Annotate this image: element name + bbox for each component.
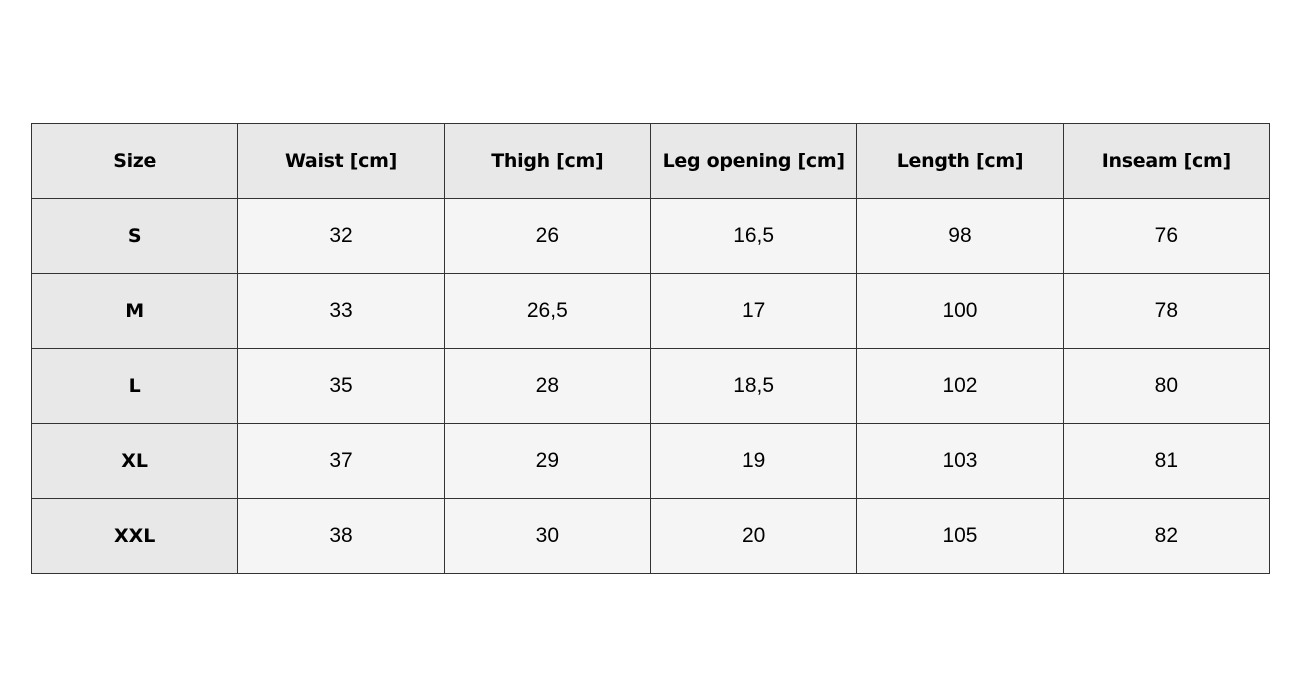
value-cell: 98 xyxy=(856,198,1064,274)
size-cell: S xyxy=(30,198,239,274)
value-cell: 19 xyxy=(649,423,858,499)
size-cell: XXL xyxy=(30,498,239,574)
value-cell: 80 xyxy=(1062,348,1271,424)
header-leg-opening: Leg opening [cm] xyxy=(649,123,858,199)
value-cell: 38 xyxy=(237,498,445,574)
size-cell: L xyxy=(30,348,239,424)
value-cell: 37 xyxy=(237,423,445,499)
table-row: S 32 26 16,5 98 76 xyxy=(30,198,1271,274)
size-cell: XL xyxy=(30,423,239,499)
value-cell: 26,5 xyxy=(443,273,651,349)
value-cell: 81 xyxy=(1062,423,1271,499)
header-size: Size xyxy=(30,123,239,199)
value-cell: 78 xyxy=(1062,273,1271,349)
header-row: Size Waist [cm] Thigh [cm] Leg opening [… xyxy=(30,123,1271,199)
value-cell: 26 xyxy=(443,198,651,274)
header-thigh: Thigh [cm] xyxy=(443,123,651,199)
table-row: XL 37 29 19 103 81 xyxy=(30,423,1271,499)
table-row: M 33 26,5 17 100 78 xyxy=(30,273,1271,349)
value-cell: 105 xyxy=(856,498,1064,574)
table-row: XXL 38 30 20 105 82 xyxy=(30,498,1271,574)
value-cell: 32 xyxy=(237,198,445,274)
table-row: L 35 28 18,5 102 80 xyxy=(30,348,1271,424)
header-length: Length [cm] xyxy=(856,123,1064,199)
value-cell: 16,5 xyxy=(649,198,858,274)
value-cell: 76 xyxy=(1062,198,1271,274)
value-cell: 28 xyxy=(443,348,651,424)
size-chart-table: Size Waist [cm] Thigh [cm] Leg opening [… xyxy=(30,123,1271,574)
value-cell: 30 xyxy=(443,498,651,574)
value-cell: 100 xyxy=(856,273,1064,349)
value-cell: 20 xyxy=(649,498,858,574)
value-cell: 33 xyxy=(237,273,445,349)
value-cell: 82 xyxy=(1062,498,1271,574)
size-cell: M xyxy=(30,273,239,349)
value-cell: 35 xyxy=(237,348,445,424)
value-cell: 103 xyxy=(856,423,1064,499)
value-cell: 102 xyxy=(856,348,1064,424)
value-cell: 17 xyxy=(649,273,858,349)
header-waist: Waist [cm] xyxy=(237,123,445,199)
header-inseam: Inseam [cm] xyxy=(1062,123,1271,199)
value-cell: 29 xyxy=(443,423,651,499)
value-cell: 18,5 xyxy=(649,348,858,424)
